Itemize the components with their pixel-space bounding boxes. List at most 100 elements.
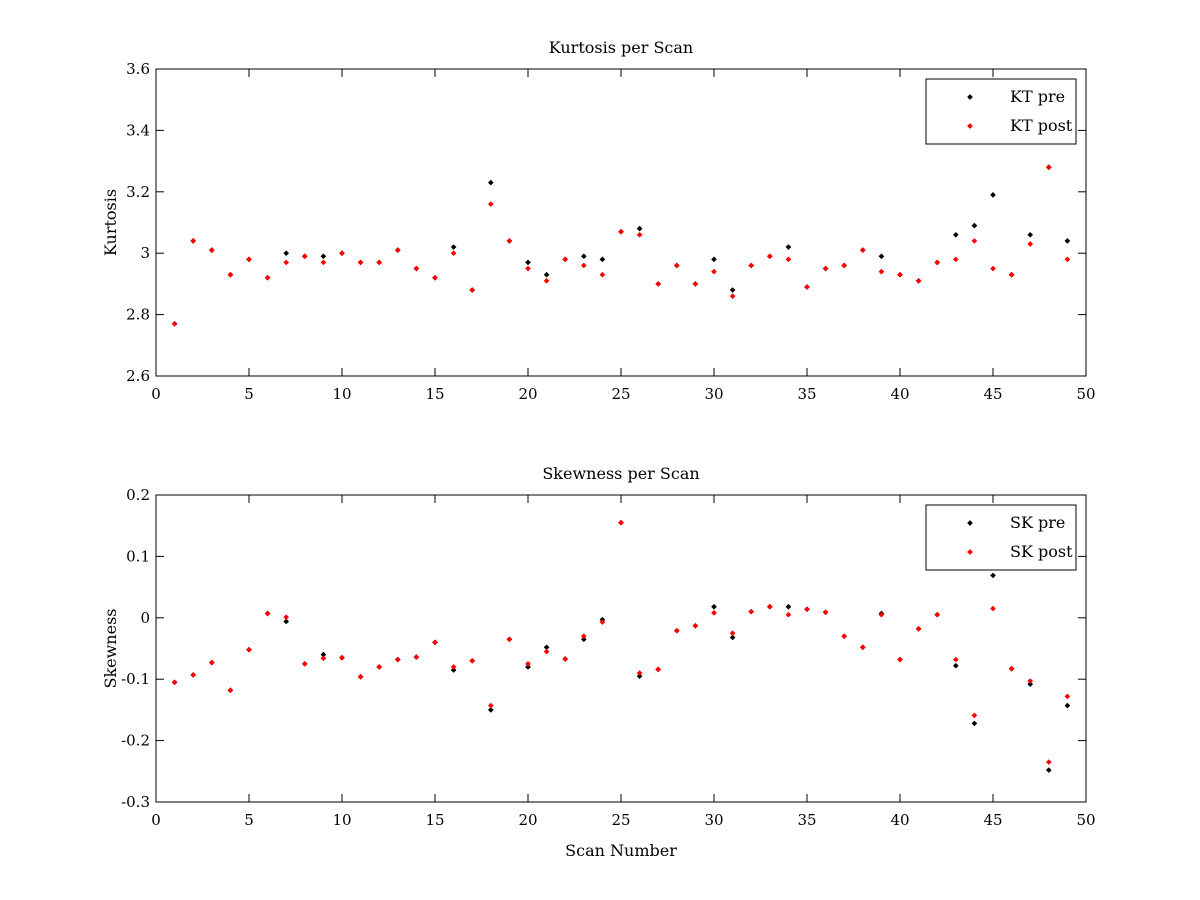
data-point bbox=[1064, 702, 1071, 709]
data-point bbox=[413, 265, 420, 272]
data-point bbox=[487, 707, 494, 713]
data-point bbox=[748, 262, 755, 269]
data-point bbox=[636, 231, 643, 238]
legend: SK pre SK post bbox=[925, 504, 1077, 571]
data-point bbox=[562, 656, 569, 662]
data-point bbox=[283, 614, 290, 621]
x-tick-label: 35 bbox=[797, 811, 816, 829]
data-point bbox=[506, 238, 513, 244]
x-tick-label: 50 bbox=[1076, 811, 1095, 829]
data-point bbox=[525, 661, 531, 667]
data-point bbox=[915, 626, 922, 632]
data-point bbox=[580, 262, 587, 269]
legend-marker bbox=[967, 520, 973, 526]
legend-marker bbox=[967, 94, 973, 100]
x-tick-label: 15 bbox=[425, 811, 444, 829]
data-point bbox=[320, 651, 327, 658]
data-point bbox=[450, 667, 457, 673]
data-point bbox=[357, 259, 364, 266]
data-point bbox=[785, 244, 792, 250]
x-tick-label: 0 bbox=[151, 385, 161, 403]
data-point bbox=[822, 265, 829, 272]
data-point bbox=[320, 655, 327, 662]
data-point bbox=[711, 256, 717, 263]
data-point bbox=[748, 608, 755, 615]
data-point bbox=[711, 610, 717, 616]
data-point bbox=[301, 661, 308, 667]
data-point bbox=[376, 664, 383, 670]
series-post bbox=[171, 164, 1071, 327]
data-point bbox=[1027, 681, 1034, 687]
data-point bbox=[432, 639, 438, 646]
data-point bbox=[1064, 238, 1071, 244]
data-point bbox=[208, 247, 215, 253]
data-point bbox=[376, 259, 383, 266]
data-point bbox=[190, 238, 197, 244]
data-point bbox=[171, 679, 178, 686]
data-point bbox=[320, 253, 327, 260]
data-point bbox=[1008, 271, 1015, 278]
chart-title: Skewness per Scan bbox=[542, 464, 699, 483]
y-tick-label: 3 bbox=[140, 244, 150, 262]
data-point bbox=[897, 271, 903, 278]
x-tick-label: 50 bbox=[1076, 385, 1095, 403]
data-point bbox=[990, 192, 996, 198]
data-point bbox=[692, 281, 699, 287]
data-point bbox=[915, 278, 922, 284]
x-tick-label: 40 bbox=[890, 811, 909, 829]
data-point bbox=[450, 250, 457, 257]
data-point bbox=[1027, 231, 1034, 238]
data-point bbox=[859, 247, 866, 253]
data-point bbox=[562, 256, 569, 263]
data-point bbox=[525, 259, 531, 266]
x-tick-label: 25 bbox=[611, 811, 630, 829]
data-point bbox=[394, 656, 401, 663]
chart-2: 0 5 10 15 20 25 30 35 40 45 50 -0.3 -0.2 -0.1 0 0.1 0.2 S… bbox=[101, 464, 1096, 860]
data-point bbox=[785, 611, 792, 618]
data-point bbox=[673, 627, 680, 634]
data-point bbox=[785, 256, 792, 263]
data-point bbox=[580, 636, 587, 643]
data-point bbox=[190, 672, 197, 678]
data-point bbox=[246, 256, 252, 263]
y-tick-label: -0.3 bbox=[121, 793, 150, 811]
data-point bbox=[1027, 678, 1034, 684]
data-point bbox=[878, 268, 885, 275]
data-point bbox=[301, 253, 308, 260]
legend-box bbox=[925, 504, 1077, 571]
data-point bbox=[1045, 767, 1052, 773]
y-tick-label: 3.4 bbox=[126, 121, 150, 139]
data-point bbox=[487, 179, 494, 186]
data-point bbox=[339, 654, 345, 661]
x-axis-label: Scan Number bbox=[565, 841, 677, 860]
y-axis-label: Kurtosis bbox=[101, 189, 120, 256]
data-point bbox=[878, 611, 885, 618]
data-point bbox=[469, 657, 476, 664]
data-point bbox=[804, 606, 810, 613]
x-tick-label: 20 bbox=[518, 385, 537, 403]
data-point bbox=[711, 268, 717, 275]
data-point bbox=[673, 262, 680, 269]
data-point bbox=[171, 320, 178, 327]
data-point bbox=[971, 712, 978, 719]
data-point bbox=[208, 659, 215, 666]
y-tick-label: 3.6 bbox=[126, 60, 150, 78]
data-point bbox=[1045, 759, 1052, 765]
data-point bbox=[264, 274, 271, 281]
data-point bbox=[320, 259, 327, 266]
data-point bbox=[971, 238, 978, 244]
legend-box bbox=[925, 78, 1077, 145]
data-point bbox=[971, 222, 978, 229]
data-point bbox=[785, 603, 792, 610]
x-tick-label: 30 bbox=[704, 385, 723, 403]
data-point bbox=[934, 259, 941, 266]
data-point bbox=[729, 293, 736, 300]
x-tick-label: 10 bbox=[332, 385, 351, 403]
data-point bbox=[487, 201, 494, 207]
y-tick-label: 3.2 bbox=[126, 183, 150, 201]
data-point bbox=[599, 271, 606, 278]
data-point bbox=[822, 609, 829, 616]
data-point bbox=[655, 666, 662, 673]
data-point bbox=[525, 265, 531, 272]
